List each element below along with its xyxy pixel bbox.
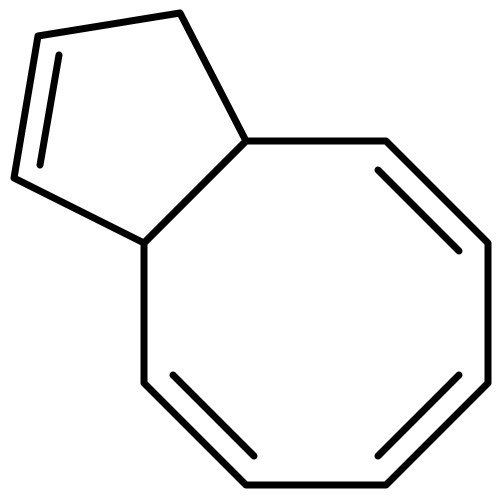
double-bond-inner-0 xyxy=(378,170,459,251)
double-bond-pentagon xyxy=(40,55,59,165)
double-bond-inner-1 xyxy=(378,375,459,456)
double-bond-inner-2 xyxy=(173,375,254,456)
molecule-diagram xyxy=(0,0,500,500)
